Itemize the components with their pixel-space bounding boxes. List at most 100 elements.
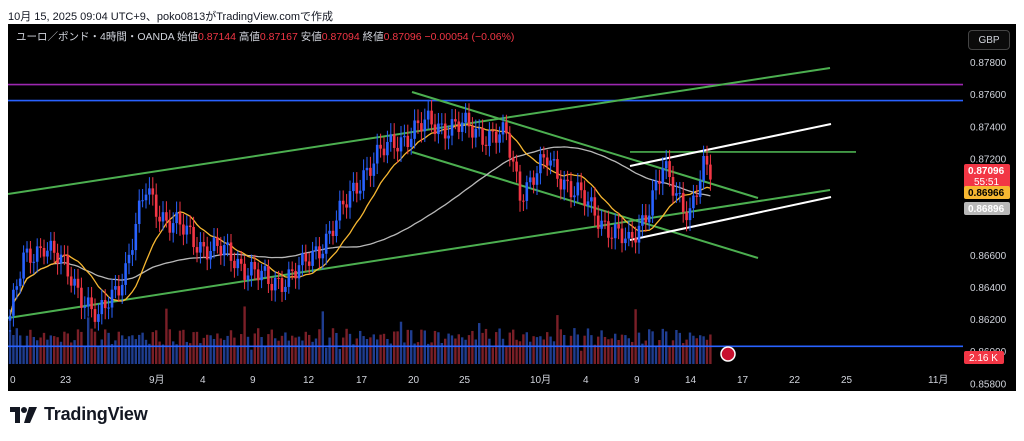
candle-body: [409, 138, 413, 148]
chart-area[interactable]: ユーロ／ポンド・4時間・OANDA 始値0.87144 高値0.87167 安値…: [8, 24, 1016, 391]
candle-body: [637, 225, 641, 243]
candle-body: [600, 220, 603, 229]
volume-bar: [542, 339, 545, 364]
volume-bar: [569, 335, 573, 364]
candle-body: [542, 154, 546, 158]
volume-bar: [644, 340, 647, 364]
candle-body: [392, 134, 396, 148]
candle-body: [620, 228, 624, 244]
volume-bar: [263, 346, 267, 364]
candle-body: [705, 155, 709, 165]
volume-bar: [532, 336, 535, 364]
volume-bar: [464, 339, 467, 364]
candle-body: [171, 223, 175, 233]
volume-bar: [546, 332, 549, 364]
candle-body: [406, 135, 410, 148]
volume-bar: [202, 337, 205, 364]
candle-body: [273, 278, 277, 291]
volume-bar: [396, 331, 399, 364]
candle-body: [192, 226, 195, 248]
x-tick-label: 9月: [149, 374, 165, 386]
candle-body: [93, 309, 97, 322]
candle-body: [630, 231, 634, 238]
volume-bar: [100, 339, 103, 364]
candle-body: [692, 195, 695, 209]
candle-body: [314, 246, 318, 251]
volume-bar: [223, 339, 226, 364]
candle-body: [124, 263, 127, 285]
candle-body: [668, 161, 671, 178]
volume-bar: [478, 323, 481, 364]
candles: [8, 99, 712, 332]
candle-body: [151, 188, 155, 195]
candle-body: [576, 182, 580, 196]
volume-bar: [297, 336, 301, 364]
volume-bar: [107, 332, 110, 364]
volume-bar: [243, 306, 246, 364]
candle-body: [90, 297, 93, 310]
candle-body: [607, 221, 610, 238]
volume-bar: [267, 334, 270, 364]
volume-bar: [314, 338, 318, 364]
candle-body: [389, 134, 393, 142]
chart-caption: 10月 15, 2025 09:04 UTC+9、poko0813がTradin…: [8, 11, 333, 23]
volume-bar: [280, 335, 284, 364]
candle-body: [49, 240, 53, 251]
candle-body: [664, 161, 668, 169]
x-tick-label: 14: [685, 375, 697, 386]
volume-bar: [304, 331, 307, 364]
candle-body: [328, 230, 331, 234]
volume-bar: [93, 331, 97, 364]
candle-body: [613, 224, 617, 239]
volume-bar: [301, 340, 304, 364]
candle-body: [430, 110, 433, 125]
volume-bar: [535, 337, 539, 364]
tradingview-brand: TradingView: [10, 404, 148, 425]
candle-body: [137, 200, 141, 224]
candle-body: [481, 128, 484, 145]
candle-body: [161, 212, 165, 222]
price-chart[interactable]: ユーロ／ポンド・4時間・OANDA 始値0.87144 高値0.87167 安値…: [8, 24, 1016, 391]
candle-body: [226, 242, 229, 246]
volume-bar: [127, 336, 131, 364]
candle-body: [416, 120, 420, 124]
volume-label-box: [964, 351, 1004, 364]
candle-body: [678, 192, 682, 194]
currency-button[interactable]: GBP: [968, 30, 1010, 50]
volume-bar: [382, 333, 386, 364]
candle-body: [549, 160, 552, 166]
volume-bar: [678, 332, 681, 364]
candle-body: [559, 178, 563, 190]
candle-body: [375, 144, 379, 164]
candle-body: [202, 242, 206, 247]
candle-body: [345, 204, 348, 208]
volume-bar: [274, 338, 277, 364]
candle-body: [76, 278, 80, 288]
volume-bar: [539, 336, 542, 364]
candle-body: [447, 135, 450, 139]
volume-bar: [240, 334, 243, 364]
volume-bar: [22, 345, 25, 364]
candle-body: [29, 248, 32, 263]
candle-body: [590, 197, 593, 202]
volume-bar: [637, 332, 641, 364]
volume-bar: [338, 348, 341, 364]
candle-body: [260, 270, 263, 281]
volume-bar: [457, 334, 460, 364]
volume-bar: [175, 344, 178, 364]
y-tick-label: 0.85800: [970, 379, 1007, 390]
x-tick-label: 25: [841, 375, 853, 386]
volume-bar: [522, 334, 525, 364]
candle-body: [39, 246, 42, 248]
candle-body: [386, 141, 389, 156]
volume-bar: [369, 337, 372, 364]
candle-body: [80, 287, 83, 308]
volume-bar: [19, 335, 22, 364]
volume-bar: [593, 344, 596, 364]
x-tick-label: 0: [10, 375, 16, 386]
candle-body: [433, 124, 437, 135]
volume-bar: [437, 332, 440, 364]
volume-bar: [423, 330, 426, 364]
candle-body: [284, 286, 287, 292]
volume-bar: [155, 330, 158, 364]
